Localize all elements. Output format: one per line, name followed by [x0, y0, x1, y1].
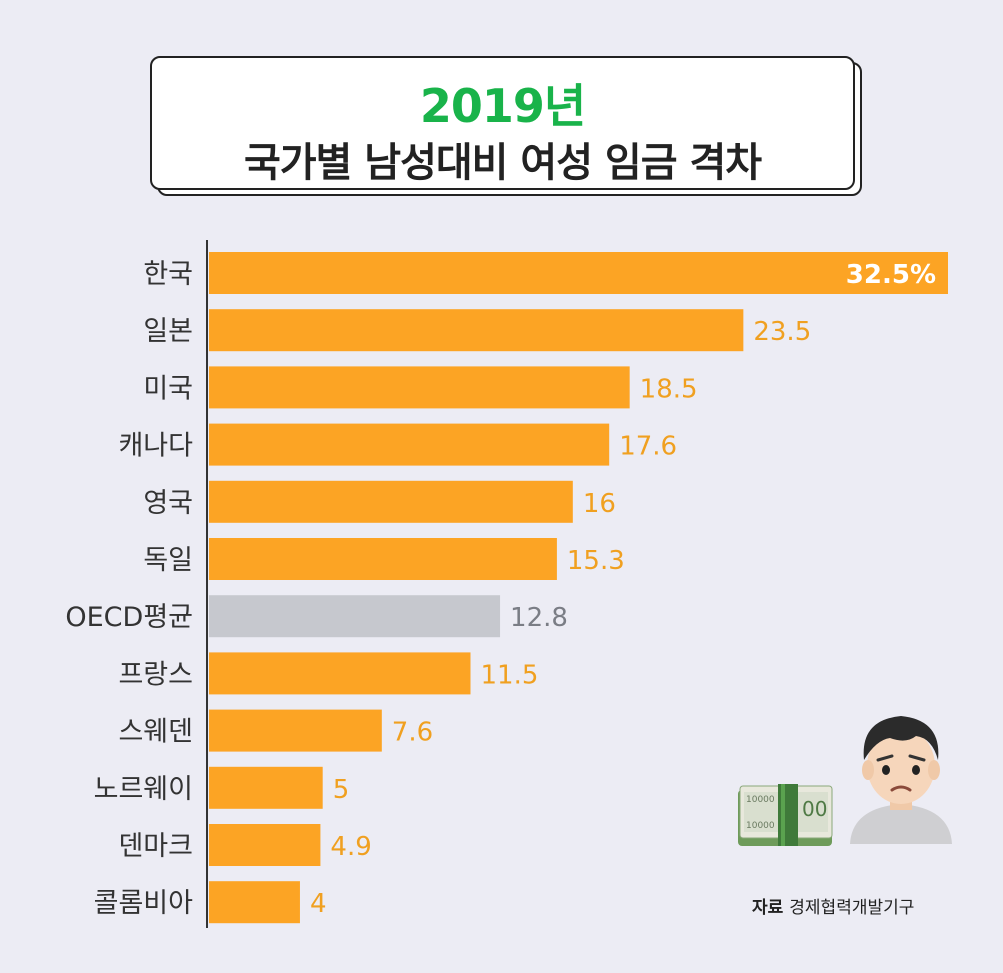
value-label-6: 12.8: [510, 603, 568, 633]
value-label-1: 23.5: [753, 317, 811, 347]
value-label-9: 5: [333, 775, 350, 805]
value-label-7: 11.5: [480, 660, 538, 690]
bar-2: [209, 366, 630, 409]
source-note: 자료 경제협력개발기구: [752, 893, 914, 918]
bar-9: [209, 766, 323, 809]
category-label-7: 프랑스: [118, 659, 193, 690]
bar-5: [209, 538, 557, 580]
bar-0: [209, 252, 948, 294]
value-label-10: 4.9: [330, 832, 371, 862]
category-label-2: 미국: [143, 373, 193, 404]
value-label-11: 4: [310, 889, 327, 919]
value-label-0: 32.5%: [846, 260, 936, 290]
source-label: 자료: [752, 898, 784, 918]
chart-title-year: 2019년: [419, 79, 586, 133]
category-label-3: 캐나다: [118, 431, 193, 462]
worried-face-icon: [850, 716, 952, 844]
value-label-5: 15.3: [567, 546, 625, 576]
bar-11: [209, 881, 300, 924]
bar-7: [209, 652, 471, 695]
money-stack-icon: 10000 10000 00: [738, 784, 833, 846]
bar-4: [209, 480, 573, 523]
value-label-8: 7.6: [392, 718, 433, 748]
category-label-1: 일본: [143, 316, 193, 347]
chart-title: 국가별 남성대비 여성 임금 격차: [243, 140, 762, 186]
bar-6: [209, 595, 501, 638]
category-label-9: 노르웨이: [94, 774, 193, 805]
category-label-6: OECD평균: [65, 602, 193, 633]
bar-3: [209, 423, 610, 466]
category-label-11: 콜롬비아: [94, 888, 194, 919]
svg-text:10000: 10000: [746, 795, 775, 805]
bar-10: [209, 824, 321, 866]
bar-8: [209, 709, 382, 752]
value-label-2: 18.5: [640, 374, 698, 404]
svg-text:10000: 10000: [746, 821, 775, 831]
category-label-8: 스웨덴: [118, 717, 193, 748]
title-box: 2019년 국가별 남성대비 여성 임금 격차: [150, 56, 855, 190]
category-label-10: 덴마크: [118, 831, 193, 862]
source-text: 경제협력개발기구: [789, 898, 915, 918]
svg-text:00: 00: [802, 797, 827, 821]
category-label-0: 한국: [143, 259, 193, 290]
category-label-4: 영국: [143, 488, 193, 519]
bar-1: [209, 309, 744, 352]
value-label-3: 17.6: [619, 432, 677, 462]
category-label-5: 독일: [143, 545, 193, 576]
value-label-4: 16: [583, 489, 616, 519]
